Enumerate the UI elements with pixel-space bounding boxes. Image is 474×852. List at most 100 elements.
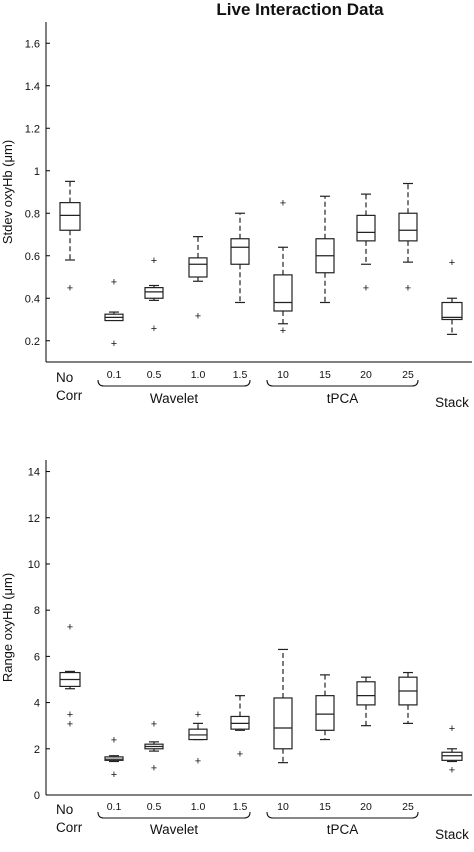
outlier: + bbox=[111, 769, 117, 781]
box-8: + bbox=[398, 182, 418, 295]
outlier: + bbox=[449, 723, 455, 735]
category-label: 10 bbox=[277, 369, 289, 381]
box-iqr bbox=[273, 697, 293, 750]
box-8 bbox=[398, 671, 418, 724]
box-iqr bbox=[144, 287, 164, 299]
y-tick-label: 10 bbox=[28, 559, 40, 571]
box-2: ++ bbox=[144, 255, 164, 335]
y-tick-label: 1 bbox=[34, 166, 40, 178]
y-tick-label: 0 bbox=[34, 790, 40, 802]
y-tick-label: 2 bbox=[34, 744, 40, 756]
category-label: 10 bbox=[277, 801, 289, 813]
outlier: + bbox=[449, 257, 455, 269]
category-label: Stack bbox=[435, 395, 469, 410]
category-label: Stack bbox=[435, 827, 469, 842]
outlier: + bbox=[363, 283, 369, 295]
group-label: Wavelet bbox=[150, 391, 199, 406]
category-label: 15 bbox=[319, 801, 331, 813]
category-label: 0.1 bbox=[107, 801, 122, 813]
group-bracket bbox=[97, 811, 251, 819]
box-5 bbox=[273, 648, 293, 764]
outlier: + bbox=[67, 718, 73, 730]
outlier: + bbox=[151, 323, 157, 335]
box-iqr bbox=[441, 301, 463, 321]
box-4: + bbox=[230, 695, 250, 760]
category-label-line2: Corr bbox=[56, 820, 83, 835]
y-tick-label: 1.2 bbox=[25, 123, 40, 135]
category-label: 0.5 bbox=[147, 369, 162, 381]
group-label: tPCA bbox=[327, 391, 359, 406]
outlier: + bbox=[195, 709, 201, 721]
box-iqr bbox=[273, 274, 293, 312]
box-2: ++ bbox=[144, 718, 164, 774]
y-axis-label: Range oxyHb (μm) bbox=[0, 573, 15, 682]
outlier: + bbox=[111, 338, 117, 350]
box-iqr bbox=[188, 257, 208, 278]
box-7 bbox=[356, 676, 376, 727]
y-tick-label: 4 bbox=[34, 698, 40, 710]
y-tick-label: 1.4 bbox=[25, 81, 40, 93]
outlier: + bbox=[237, 748, 243, 760]
box-3: + bbox=[188, 236, 208, 322]
category-label: 1.5 bbox=[233, 801, 248, 813]
outlier: + bbox=[67, 709, 73, 721]
outlier: + bbox=[151, 762, 157, 774]
outlier: + bbox=[195, 310, 201, 322]
box-3: ++ bbox=[188, 709, 208, 767]
outlier: + bbox=[111, 735, 117, 747]
box-9: ++ bbox=[441, 723, 463, 777]
box-iqr bbox=[356, 681, 376, 706]
box-6 bbox=[315, 195, 335, 304]
y-tick-label: 0.4 bbox=[25, 293, 40, 305]
box-5: ++ bbox=[273, 198, 293, 337]
box-4 bbox=[230, 212, 250, 304]
category-label: 1.5 bbox=[233, 369, 248, 381]
outlier: + bbox=[449, 765, 455, 777]
outlier: + bbox=[67, 283, 73, 295]
outlier: + bbox=[111, 276, 117, 288]
box-iqr bbox=[315, 695, 335, 731]
category-label: 1.0 bbox=[191, 801, 206, 813]
group-label: Wavelet bbox=[150, 822, 199, 837]
category-label: 25 bbox=[402, 369, 414, 381]
box-1: ++ bbox=[104, 735, 124, 781]
group-bracket bbox=[97, 379, 251, 387]
category-label: 25 bbox=[402, 801, 414, 813]
y-tick-label: 0.8 bbox=[25, 208, 40, 220]
category-label: 15 bbox=[319, 369, 331, 381]
outlier: + bbox=[151, 255, 157, 267]
box-iqr bbox=[59, 202, 81, 231]
outlier: + bbox=[151, 718, 157, 730]
category-label: No bbox=[56, 370, 73, 385]
group-bracket bbox=[266, 811, 419, 819]
y-tick-label: 14 bbox=[28, 467, 40, 479]
group-label: tPCA bbox=[327, 822, 359, 837]
y-tick-label: 8 bbox=[34, 605, 40, 617]
category-label: 20 bbox=[360, 369, 372, 381]
category-label-line2: Corr bbox=[56, 388, 83, 403]
chart-title: Live Interaction Data bbox=[216, 0, 384, 19]
y-tick-label: 6 bbox=[34, 651, 40, 663]
outlier: + bbox=[405, 283, 411, 295]
box-iqr bbox=[398, 212, 418, 242]
box-1: ++ bbox=[104, 276, 124, 350]
outlier: + bbox=[67, 621, 73, 633]
box-0: +++ bbox=[59, 621, 81, 730]
outlier: + bbox=[280, 198, 286, 210]
outlier: + bbox=[280, 325, 286, 337]
y-tick-label: 0.2 bbox=[25, 336, 40, 348]
box-0: + bbox=[59, 180, 81, 295]
box-9: + bbox=[441, 257, 463, 335]
box-iqr bbox=[356, 214, 376, 242]
box-7: + bbox=[356, 193, 376, 295]
y-tick-label: 0.6 bbox=[25, 251, 40, 263]
y-tick-label: 1.6 bbox=[25, 38, 40, 50]
y-axis-label: Stdev oxyHb (μm) bbox=[0, 140, 15, 244]
outlier: + bbox=[195, 755, 201, 767]
category-label: 0.5 bbox=[147, 801, 162, 813]
group-bracket bbox=[266, 379, 419, 387]
box-iqr bbox=[230, 238, 250, 265]
